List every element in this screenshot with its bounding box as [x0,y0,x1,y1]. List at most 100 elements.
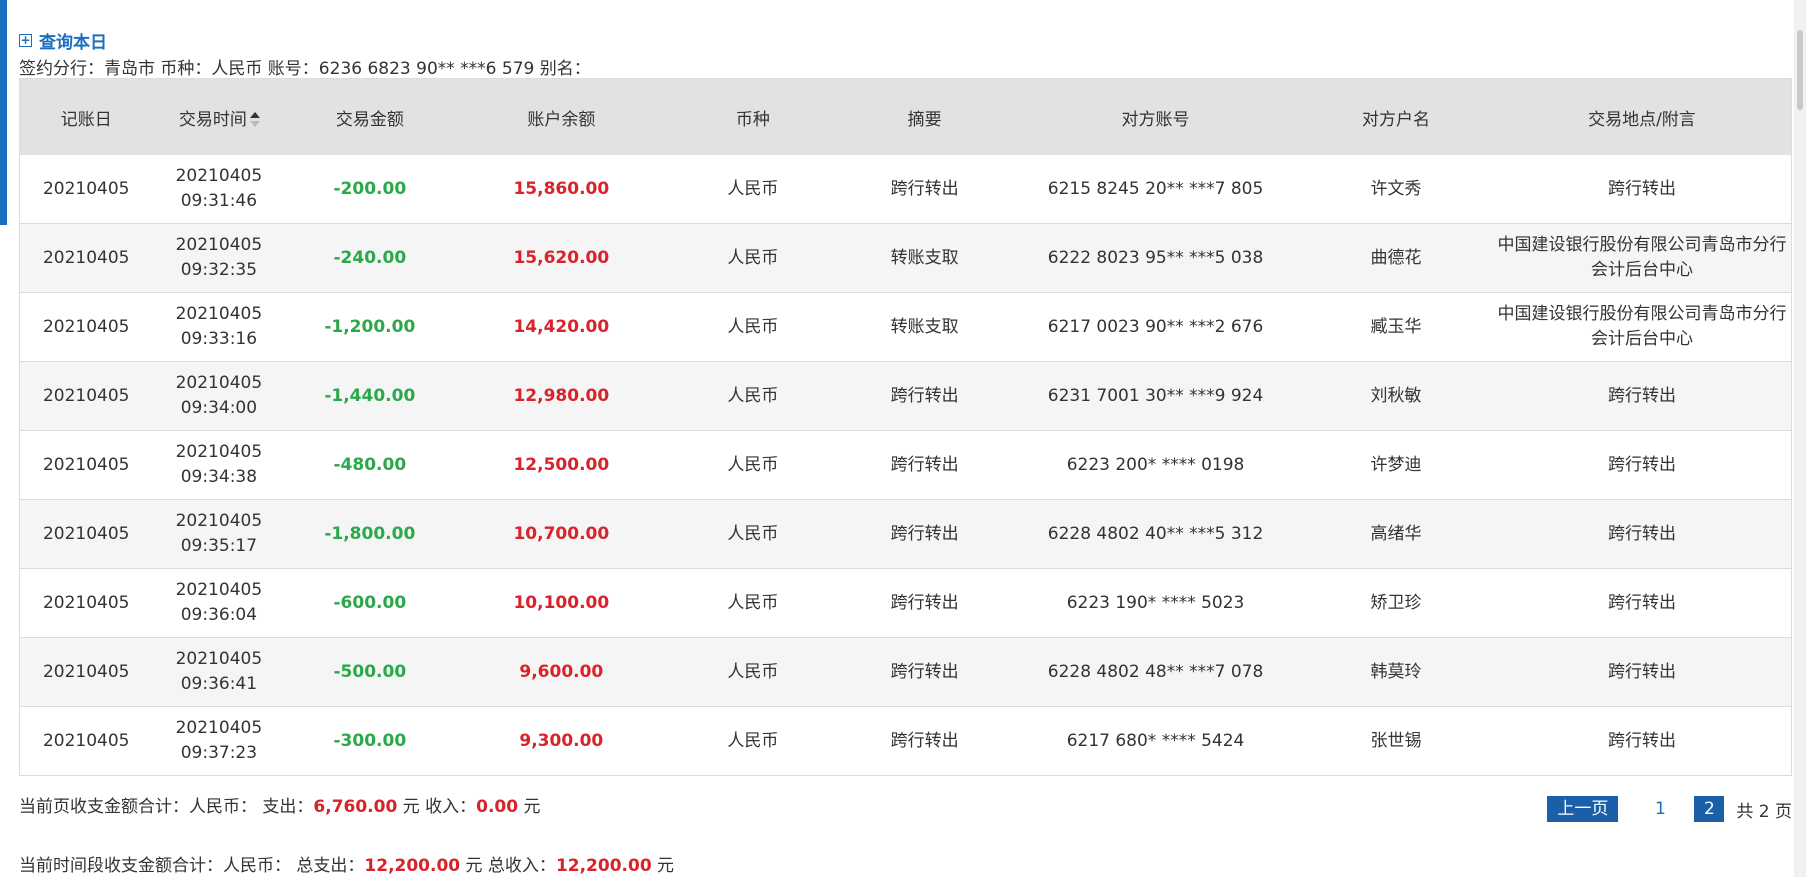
col-header-currency: 币种 [668,78,838,155]
table-row[interactable]: 20210405 20210405 09:37:23 -300.00 9,300.00 人… [19,706,1792,776]
current-page-2[interactable]: 2 [1694,796,1725,822]
cell-amount: -240.00 [285,223,455,293]
cell-balance: 12,500.00 [454,430,669,500]
cell-balance: 10,100.00 [454,568,669,638]
sort-icon[interactable] [249,111,260,128]
prev-page-button[interactable]: 上一页 [1547,796,1619,822]
cell-balance: 14,420.00 [454,292,669,362]
cell-balance: 10,700.00 [454,499,669,569]
cell-trade-clock: 09:36:04 [180,605,258,625]
cell-currency: 人民币 [668,361,838,431]
cell-trade-time: 20210405 09:36:41 [152,637,286,707]
cell-balance: 12,980.00 [454,361,669,431]
col-header-trade-time-label: 交易时间 [178,109,247,130]
cell-place: 跨行转出 [1492,568,1792,638]
cell-counter-account: 6223 200* **** 0198 [1011,430,1300,500]
cell-post-date: 20210405 [19,637,153,707]
col-header-counter-name: 对方户名 [1299,78,1493,155]
cell-counter-name: 许文秀 [1299,155,1493,224]
cell-trade-clock: 09:35:17 [180,536,258,556]
col-header-summary: 摘要 [837,78,1012,155]
cell-counter-account: 6222 8023 95** ***5 038 [1011,223,1300,293]
table-row[interactable]: 20210405 20210405 09:33:16 -1,200.00 14,420.… [19,292,1792,362]
cell-trade-clock: 09:34:38 [180,467,258,487]
cell-counter-name: 张世锡 [1299,706,1493,776]
vertical-scrollbar[interactable] [1794,0,1806,877]
cell-currency: 人民币 [668,568,838,638]
period-summary-suffix: 元 [651,856,675,876]
cell-summary: 跨行转出 [837,155,1012,224]
col-header-counter-account: 对方账号 [1011,78,1300,155]
cell-place: 跨行转出 [1492,637,1792,707]
cell-post-date: 20210405 [19,223,153,293]
query-today-link[interactable]: + 查询本日 [19,28,107,53]
cell-summary: 跨行转出 [837,499,1012,569]
cell-counter-account: 6228 4802 40** ***5 312 [1011,499,1300,569]
page-1-link[interactable]: 1 [1654,799,1666,819]
cell-counter-name: 韩莫玲 [1299,637,1493,707]
col-header-amount: 交易金额 [285,78,455,155]
period-income-value: 12,200.00 [555,856,652,876]
cell-trade-time: 20210405 09:35:17 [152,499,286,569]
cell-trade-date: 20210405 [175,235,263,255]
cell-currency: 人民币 [668,499,838,569]
cell-trade-time: 20210405 09:33:16 [152,292,286,362]
table-row[interactable]: 20210405 20210405 09:34:00 -1,440.00 12,980.… [19,361,1792,431]
cell-place: 跨行转出 [1492,361,1792,431]
cell-trade-date: 20210405 [175,166,263,186]
cell-summary: 跨行转出 [837,637,1012,707]
cell-currency: 人民币 [668,292,838,362]
period-summary: 当前时间段收支金额合计：人民币： 总支出：12,200.00 元 总收入：12,… [19,851,674,876]
table-row[interactable]: 20210405 20210405 09:34:38 -480.00 12,500.00… [19,430,1792,500]
cell-post-date: 20210405 [19,568,153,638]
cell-counter-account: 6223 190* **** 5023 [1011,568,1300,638]
cell-trade-date: 20210405 [175,718,263,738]
cell-trade-clock: 09:36:41 [180,674,258,694]
pagination: 上一页 1 2 共 2 页 [1547,796,1792,822]
cell-summary: 跨行转出 [837,568,1012,638]
table-header-row: 记账日 交易时间 交易金额 账户余额 币种 摘要 对方账号 对方户名 交易地点/… [19,78,1792,155]
cell-trade-clock: 09:32:35 [180,260,258,280]
table-row[interactable]: 20210405 20210405 09:31:46 -200.00 15,860.00… [19,155,1792,224]
transactions-table: 记账日 交易时间 交易金额 账户余额 币种 摘要 对方账号 对方户名 交易地点/… [19,78,1792,776]
cell-balance: 15,620.00 [454,223,669,293]
cell-trade-date: 20210405 [175,511,263,531]
page-summary-mid: 元 收入： [397,797,477,817]
cell-currency: 人民币 [668,155,838,224]
cell-place: 跨行转出 [1492,499,1792,569]
period-summary-mid: 元 总收入： [460,856,556,876]
cell-counter-name: 曲德花 [1299,223,1493,293]
left-accent-bar [0,0,7,225]
cell-trade-time: 20210405 09:36:04 [152,568,286,638]
cell-currency: 人民币 [668,706,838,776]
cell-post-date: 20210405 [19,430,153,500]
page-summary: 当前页收支金额合计：人民币： 支出：6,760.00 元 收入：0.00 元 [19,792,540,817]
cell-trade-clock: 09:31:46 [180,191,258,211]
table-row[interactable]: 20210405 20210405 09:36:41 -500.00 9,600.00 人… [19,637,1792,707]
cell-currency: 人民币 [668,637,838,707]
col-header-place: 交易地点/附言 [1492,78,1792,155]
col-header-trade-time[interactable]: 交易时间 [152,78,286,155]
cell-post-date: 20210405 [19,361,153,431]
cell-amount: -480.00 [285,430,455,500]
query-today-label: 查询本日 [39,33,107,53]
cell-counter-name: 矫卫珍 [1299,568,1493,638]
cell-trade-date: 20210405 [175,580,263,600]
scrollbar-thumb[interactable] [1797,30,1803,110]
cell-summary: 转账支取 [837,223,1012,293]
cell-amount: -200.00 [285,155,455,224]
cell-counter-name: 刘秋敏 [1299,361,1493,431]
table-row[interactable]: 20210405 20210405 09:35:17 -1,800.00 10,700.… [19,499,1792,569]
table-row[interactable]: 20210405 20210405 09:36:04 -600.00 10,100.00… [19,568,1792,638]
cell-summary: 转账支取 [837,292,1012,362]
cell-trade-time: 20210405 09:32:35 [152,223,286,293]
cell-trade-time: 20210405 09:34:38 [152,430,286,500]
period-summary-prefix: 当前时间段收支金额合计：人民币： 总支出： [19,856,365,876]
table-row[interactable]: 20210405 20210405 09:32:35 -240.00 15,620.00… [19,223,1792,293]
cell-post-date: 20210405 [19,706,153,776]
cell-summary: 跨行转出 [837,706,1012,776]
transactions-table-wrap: 记账日 交易时间 交易金额 账户余额 币种 摘要 对方账号 对方户名 交易地点/… [19,78,1792,776]
cell-place: 跨行转出 [1492,706,1792,776]
account-info-line: 签约分行：青岛市 币种：人民币 账号：6236 6823 90** ***6 5… [19,59,591,79]
cell-counter-account: 6217 0023 90** ***2 676 [1011,292,1300,362]
